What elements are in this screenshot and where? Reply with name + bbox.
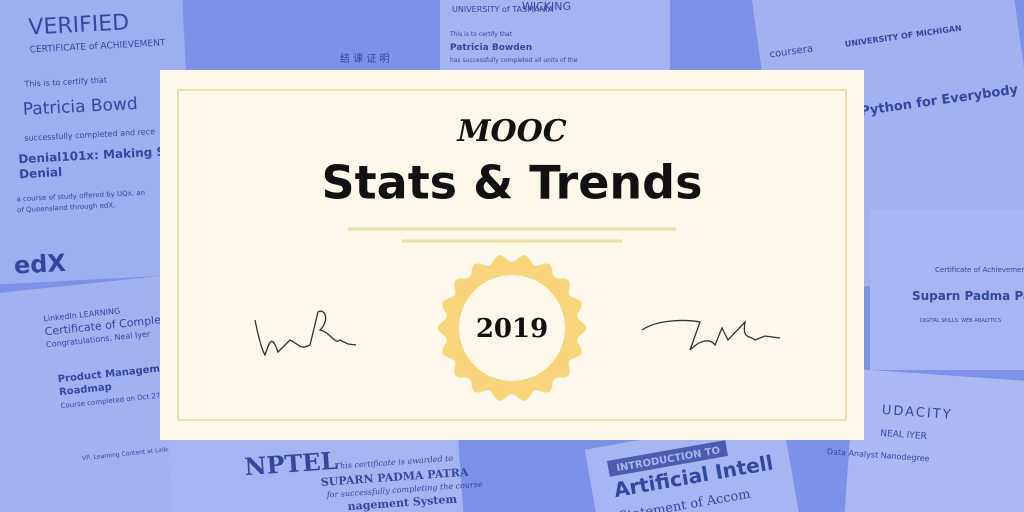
cert-text: This is to certify that (449, 31, 513, 38)
card-border (177, 89, 847, 421)
certificate-udacity: UDACITY NEAL IYER Data Analyst Nanodegre… (827, 368, 1024, 512)
certificate-nptel: NPTEL This certificate is awarded to SUP… (167, 420, 483, 512)
signature (254, 310, 357, 357)
title: Stats & Trends (322, 156, 703, 210)
signature (641, 319, 781, 351)
cert-text: UDACITY (881, 403, 953, 423)
certificate-card (167, 420, 465, 512)
certificate-card (0, 0, 197, 285)
cert-text: Certificate of Achievement (935, 266, 1024, 274)
certificate-left-achievement: Certificate of Achievement Suparn Padma … (870, 210, 1024, 370)
cert-text: nagement System (347, 493, 458, 512)
cert-text: Roadmap (59, 382, 113, 398)
year: 2019 (476, 314, 548, 344)
brand: MOOC (456, 114, 566, 149)
certificate-card (440, 0, 670, 75)
cert-text: WICKING (522, 0, 571, 13)
cert-text: Suparn Padma Pat (912, 289, 1024, 303)
ai-banner (607, 440, 728, 477)
cert-text: This is to certify that (23, 75, 107, 88)
cert-text: 结 课 证 明 (340, 52, 390, 65)
seal-inner (453, 269, 571, 387)
cert-text: UNIVERSITY of TASMANIA (452, 5, 554, 14)
certificate-tasmania: UNIVERSITY of TASMANIA WICKING This is t… (340, 0, 670, 75)
cert-text: Patricia Bowden (450, 43, 532, 53)
certificate-card (870, 210, 1024, 370)
certificate-ai: INTRODUCTION TO Artificial Intell Statem… (584, 414, 801, 512)
cert-text: NEAL IYER (880, 429, 927, 442)
cert-text: NPTEL (244, 446, 339, 481)
certificate-edx: VERIFIED CERTIFICATE of ACHIEVEMENT This… (0, 0, 197, 285)
certificate-card (844, 368, 1024, 512)
cert-text: VERIFIED (28, 10, 130, 40)
cert-text: has successfully completed all units of … (450, 57, 578, 64)
cert-text: edX (13, 249, 67, 280)
certificate-card (584, 414, 801, 512)
certificate-card (0, 275, 195, 512)
cert-text: DIGITAL SKILLS: WEB ANALYTICS (920, 318, 1001, 324)
cert-text: Denial (19, 165, 63, 181)
